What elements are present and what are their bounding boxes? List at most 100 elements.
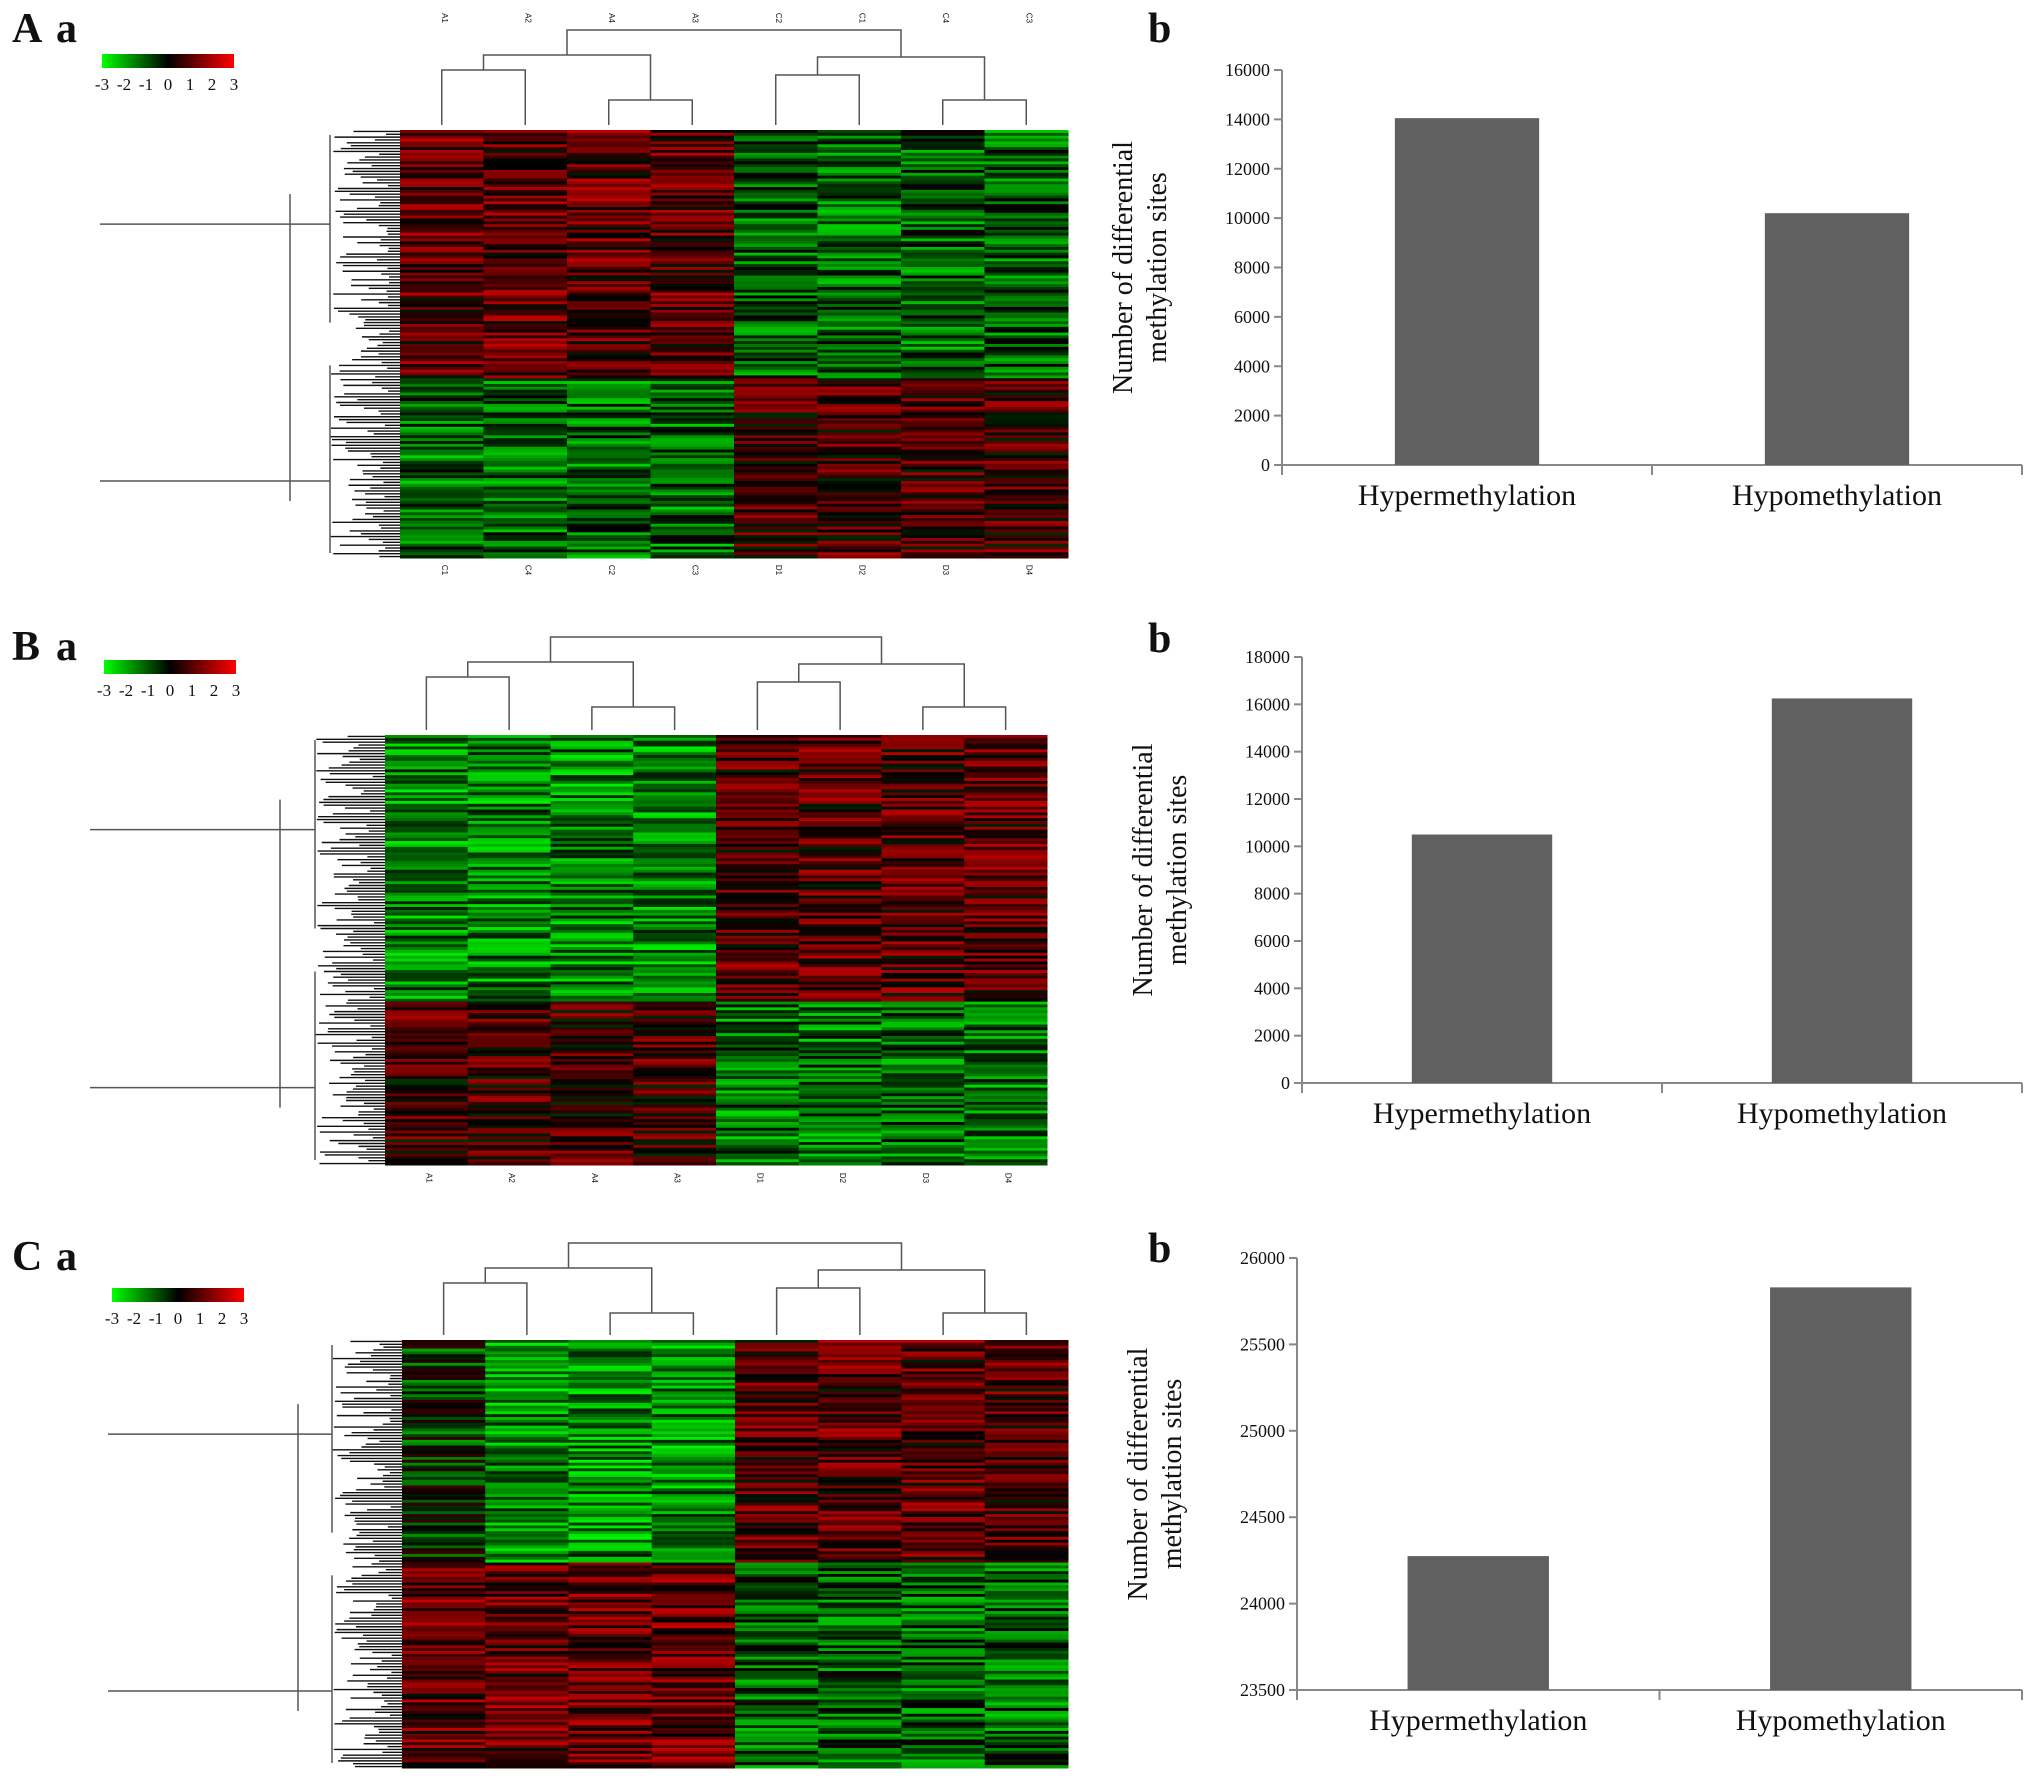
heatmap-cell [402, 1399, 486, 1404]
heatmap-cell [650, 483, 735, 488]
heatmap-cell [400, 495, 484, 499]
heatmap-cell [385, 938, 469, 942]
heatmap-cell [984, 1762, 1069, 1766]
heatmap-cell [567, 363, 651, 368]
heatmap-cell [798, 875, 882, 879]
heatmap-cell [817, 261, 902, 265]
heatmap-cell [568, 1374, 653, 1378]
heatmap-cell [483, 318, 568, 322]
heatmap-cell [901, 1599, 986, 1603]
heatmap-cell [550, 1041, 634, 1046]
heatmap-cell [485, 1488, 569, 1492]
heatmap-cell [964, 1099, 1048, 1103]
heatmap-cell [483, 355, 568, 359]
heatmap-cell [881, 981, 965, 985]
heatmap-cell [550, 1076, 634, 1080]
heatmap-cell [798, 972, 882, 977]
heatmap-cell [651, 1719, 736, 1723]
heatmap-cell [485, 1636, 569, 1641]
heatmap-cell [467, 740, 551, 745]
heatmap-cell [984, 1462, 1069, 1467]
heatmap-cell [818, 1502, 902, 1506]
heatmap-cell [385, 967, 469, 971]
heatmap-cell [984, 1471, 1069, 1475]
heatmap-cell [984, 1362, 1069, 1367]
heatmap-cell [485, 1536, 569, 1541]
heatmap-cell [734, 295, 818, 299]
y-axis-label-line-1: Number of differential [1108, 141, 1139, 394]
heatmap-cell [467, 1033, 551, 1037]
heatmap-cell [568, 1688, 653, 1692]
heatmap-cell [734, 309, 818, 314]
heatmap-cell [633, 815, 717, 819]
heatmap-cell [818, 1596, 902, 1601]
heatmap-cell [568, 1736, 653, 1740]
heatmap-cell [984, 1411, 1069, 1415]
heatmap-cell [901, 1419, 986, 1424]
heatmap-cell [716, 950, 800, 954]
heatmap-cell [818, 1759, 902, 1763]
heatmap-cell [734, 195, 818, 199]
heatmap-cell [984, 1340, 1069, 1344]
heatmap-cell [467, 1153, 551, 1157]
heatmap-cell [567, 529, 651, 533]
heatmap-cell [568, 1693, 653, 1698]
dendrogram-branch [108, 1345, 333, 1763]
heatmap-cell [651, 1397, 736, 1401]
heatmap-cell [817, 149, 902, 154]
heatmap-cell [881, 1110, 965, 1114]
heatmap-cell [385, 1038, 469, 1043]
heatmap-cell [798, 1087, 882, 1091]
heatmap-cell [964, 743, 1048, 747]
heatmap-cell [984, 1611, 1069, 1615]
heatmap-cell [402, 1408, 486, 1412]
heatmap-cell [467, 955, 551, 960]
heatmap-cell [984, 1593, 1069, 1598]
heatmap-cell [467, 904, 551, 908]
heatmap-cell [798, 1041, 882, 1046]
heatmap-cell [984, 1425, 1069, 1429]
heatmap-cell [485, 1685, 569, 1689]
heatmap-cell [798, 861, 882, 865]
heatmap-cell [483, 227, 568, 231]
heatmap-cell [400, 403, 484, 408]
heatmap-cell [550, 938, 634, 942]
heatmap-cell [984, 355, 1069, 359]
heatmap-cell [568, 1670, 653, 1675]
heatmap-cell [400, 258, 484, 262]
heatmap-cell [467, 866, 551, 871]
heatmap-cell [881, 737, 965, 742]
heatmap-cell [567, 189, 651, 194]
heatmap-cell [483, 469, 568, 473]
heatmap-cell [817, 386, 902, 391]
heatmap-cell [881, 780, 965, 785]
heatmap-cell [881, 872, 965, 876]
heatmap-cell [485, 1357, 569, 1361]
heatmap-cell [984, 292, 1069, 296]
heatmap-cell [798, 1061, 882, 1066]
heatmap-cell [881, 772, 965, 776]
heatmap-cell [735, 1482, 819, 1487]
heatmap-cell [651, 1522, 736, 1526]
heatmap-cell [901, 429, 985, 433]
heatmap-cell [901, 1528, 986, 1532]
heatmap-cell [400, 526, 484, 530]
heatmap-cell [964, 955, 1048, 960]
heatmap-cell [798, 886, 882, 891]
heatmap-cell [798, 843, 882, 848]
heatmap-cell [567, 147, 651, 151]
heatmap-cell [633, 1050, 717, 1054]
heatmap-cell [984, 1676, 1069, 1681]
heatmap-cell [734, 506, 818, 510]
column-label-top: C4 [941, 13, 950, 24]
y-tick-label: 24500 [1240, 1507, 1285, 1527]
heatmap-cell [901, 1679, 986, 1683]
heatmap-cell [984, 520, 1069, 525]
heatmap-cell [467, 1001, 551, 1005]
heatmap-cell [385, 775, 469, 779]
heatmap-cell [402, 1488, 486, 1492]
heatmap-cell [651, 1377, 736, 1381]
heatmap-cell [716, 875, 800, 879]
heatmap-cell [633, 1007, 717, 1011]
heatmap-cell [798, 1142, 882, 1146]
